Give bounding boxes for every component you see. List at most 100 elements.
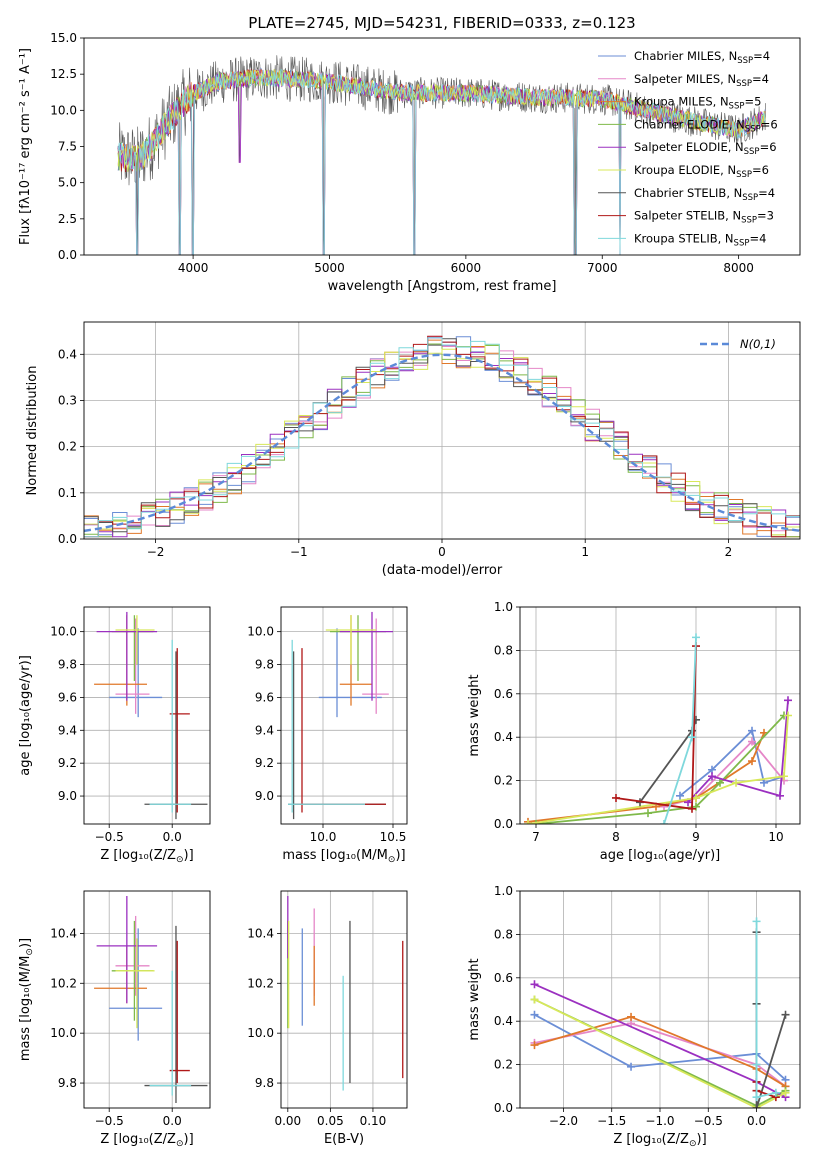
weight_vs_Z-ytick-label-1: 0.2 [494,1058,513,1072]
mass_vs_EBV-xlabel-base: E(B-V) [324,1132,364,1147]
mass_vs_Z-ytick-label-1: 10.0 [50,1026,77,1040]
age_vs_Z-ytick-label-1: 9.2 [58,756,77,770]
weight_vs_Z-ylabel-base: mass weight [467,958,482,1040]
mass_vs_Z-frame [83,890,211,1109]
weight_vs_age-xtick-label-1: 8 [612,830,620,844]
weight_vs_Z-marker-kroupa_stelib-1 [752,1060,761,1069]
legend-label-chabrier_elodie: Chabrier ELODIE, NSSP=6 [634,117,778,134]
legend-base-salpeter_stelib: Salpeter STELIB, N [634,209,741,223]
weight_vs_Z-line-chabrier_stelib [755,932,787,1108]
mass_vs_Z-xlabel-tail: )] [184,1132,194,1147]
age_vs_mass-xlabel-sun: ⊙ [388,855,396,865]
spectrum-xlabel: wavelength [Angstrom, rest frame] [328,279,557,294]
age_vs_Z-ylabel: age [log₁₀(age/yr)] [18,655,33,776]
weight_vs_age-marker-salpeter_miles-2 [748,737,756,746]
spectrum-line-kroupa_elodie [117,69,766,172]
age_vs_mass-ytick-label-2: 9.4 [255,723,274,737]
weight_vs_age-ytick-label-3: 0.6 [494,687,513,701]
weight_vs_Z-xlabel-base: Z [log₁₀(Z/Z [613,1132,689,1147]
legend-sub-chabrier_stelib: SSP [742,193,758,203]
spectrum-ytick-label-5: 12.5 [50,67,77,81]
weight_vs_age-ylabel-base: mass weight [467,674,482,756]
weight_vs_Z-ytick-label-4: 0.8 [494,927,513,941]
weight_vs_age-marker-salpeter_elodie-1 [708,772,716,781]
residuals-frame [83,321,801,540]
age_vs_Z-ytick-label-3: 9.6 [58,690,77,704]
legend-tail-salpeter_elodie: =6 [760,140,777,154]
residuals-ytick-label-1: 0.1 [58,486,77,500]
weight_vs_Z-marker-kroupa_stelib-0 [752,917,761,926]
weight_vs_age-marker-kroupa_elodie-4 [784,711,792,720]
age_vs_mass-ytick-label-4: 9.8 [255,658,274,672]
mass_vs_Z-ytick-label-3: 10.4 [50,926,77,940]
weight_vs_age-marker-chabrier_elodie-1 [644,809,652,818]
age_vs_Z-xtick-label-0: −0.5 [95,830,124,844]
weight_vs_age-line-kroupa_miles [527,732,765,823]
legend-base-chabrier_elodie: Chabrier ELODIE, N [634,117,745,131]
legend-tail-chabrier_stelib: =4 [758,186,775,200]
weight_vs_Z-xtick-label-4: 0.0 [747,1114,766,1128]
weight_vs_Z-marker-kroupa_miles-0 [530,1041,539,1050]
weight_vs_age-marker-salpeter_elodie-2 [776,791,784,800]
age_vs_mass-ytick-label-5: 10.0 [247,625,274,639]
mass_vs_Z-plot-area [94,895,208,1104]
spectrum-ytick-label-6: 15.0 [50,31,77,45]
age_vs_Z-xlabel-tail: )] [184,848,194,863]
weight_vs_age-ytick-label-5: 1.0 [494,600,513,614]
weight_vs_age-xtick-label-0: 7 [532,830,540,844]
mass_vs_Z-ylabel-sun: ⊙ [25,948,35,956]
mass_vs_EBV-ytick-label-1: 10.0 [247,1026,274,1040]
mass_vs_Z-ytick-label-0: 9.8 [58,1076,77,1090]
age_vs_Z-ylabel-base: age [log₁₀(age/yr)] [18,655,33,776]
weight_vs_age-ytick-label-2: 0.4 [494,730,513,744]
weight_vs_age-xtick-label-2: 9 [692,830,700,844]
legend-tail-chabrier_elodie: =6 [761,117,778,131]
weight_vs_age-ytick-label-1: 0.2 [494,774,513,788]
mass_vs_Z-ylabel: mass [log₁₀(M/M⊙)] [18,938,35,1061]
spectrum-xtick-label-0: 4000 [178,261,209,275]
weight_vs_age-marker-kroupa_elodie-1 [692,793,700,802]
legend-tail-kroupa_stelib: =4 [749,231,766,245]
weight_vs_age-xlabel-base: age [log₁₀(age/yr)] [600,848,721,863]
weight_vs_Z-line-kroupa_miles [534,1015,786,1088]
mass_vs_Z-xlabel: Z [log₁₀(Z/Z⊙)] [100,1132,193,1149]
weight_vs_Z-xlabel: Z [log₁₀(Z/Z⊙)] [613,1132,706,1149]
mass_vs_EBV-xtick-label-0: 0.00 [274,1114,301,1128]
mass_vs_EBV-xlabel: E(B-V) [324,1132,364,1147]
weight_vs_age-marker-chabrier_miles-2 [748,726,756,735]
weight_vs_Z-ytick-label-0: 0.0 [494,1101,513,1115]
spectrum-ylabel-base: Flux [fλ10⁻¹⁷ erg cm⁻² s⁻¹ A⁻¹] [18,48,33,245]
weight_vs_Z-marker-chabrier_stelib-3 [781,1010,790,1019]
spectrum-xtick-label-2: 6000 [451,261,482,275]
age_vs_mass-ytick-label-3: 9.6 [255,690,274,704]
weight_vs_Z-ylabel: mass weight [467,958,482,1040]
legend-base-salpeter_miles: Salpeter MILES, N [634,72,736,86]
spectrum-xtick-label-3: 7000 [587,261,618,275]
mass_vs_EBV-panel: 0.00 0.05 0.10 9.8 10.0 10.2 10.4 E(B-V) [247,890,408,1147]
weight_vs_Z-line-kroupa_stelib [755,921,777,1099]
weight_vs_Z-line-salpeter_miles [534,1022,787,1088]
legend-label-kroupa_stelib: Kroupa STELIB, NSSP=4 [634,231,766,248]
legend-base-kroupa_miles: Kroupa MILES, N [634,95,729,109]
weight_vs_Z-xtick-label-3: −0.5 [694,1114,723,1128]
histogram-kroupa_stelib [84,337,800,538]
mass_vs_Z-ylabel-base: mass [log₁₀(M/M [18,956,33,1062]
weight_vs_Z-frame [519,890,801,1109]
weight_vs_age-frame [519,606,801,825]
age_vs_mass-xtick-label-0: 10.0 [310,830,337,844]
weight_vs_age-line-salpeter_miles [663,740,785,808]
spectrum-ytick-label-4: 10.0 [50,103,77,117]
legend-gaussian-label: N(0,1) [740,337,776,351]
legend-label-salpeter_miles: Salpeter MILES, NSSP=4 [634,72,769,89]
weight_vs_age-marker-chabrier_elodie-0 [532,820,540,824]
spectrum-ylabel: Flux [fλ10⁻¹⁷ erg cm⁻² s⁻¹ A⁻¹] [18,48,33,245]
age_vs_Z-plot-area [94,611,208,820]
residuals-xtick-label-2: 0 [438,545,446,559]
weight_vs_Z-marker-kroupa_stelib-3 [771,1088,780,1097]
legend-sub-kroupa_stelib: SSP [734,238,750,248]
weight_vs_age-marker-chabrier_elodie-3 [716,778,724,787]
mass_vs_EBV-ytick-label-3: 10.4 [247,926,274,940]
mass_vs_Z-xlabel-sun: ⊙ [176,1139,184,1149]
